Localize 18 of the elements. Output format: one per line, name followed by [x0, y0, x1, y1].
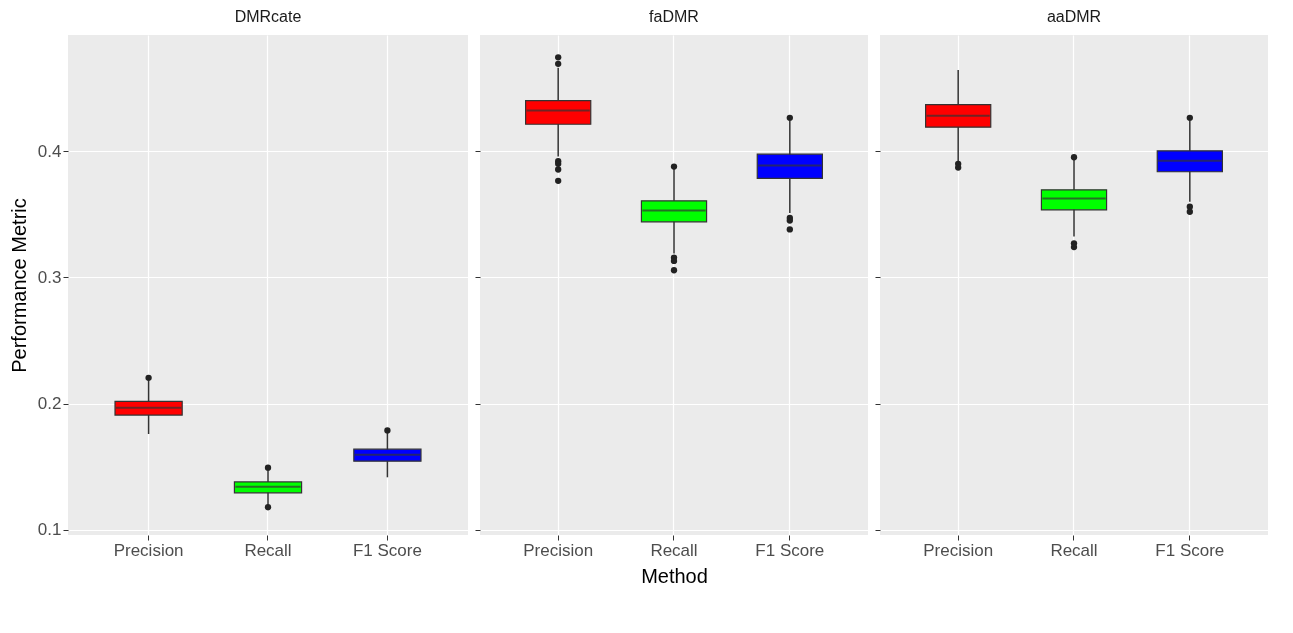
- x-axis-title: Method: [641, 564, 708, 587]
- chart-title: faDMR: [649, 8, 699, 25]
- y-axis-title: Performance Metric: [7, 198, 30, 373]
- x-tick-label: Precision: [923, 540, 994, 560]
- x-tick-label: Precision: [523, 540, 594, 560]
- x-tick-label: F1 Score: [1155, 540, 1225, 560]
- y-tick-label: 0.2: [37, 394, 62, 414]
- x-tick-label: F1 Score: [755, 540, 825, 560]
- x-tick-label: F1 Score: [352, 540, 422, 560]
- x-tick-label: Precision: [113, 540, 184, 560]
- chart-title: DMRcate: [234, 8, 302, 25]
- y-tick-label: 0.1: [37, 520, 62, 540]
- y-tick-label: 0.3: [37, 267, 62, 287]
- y-tick-label: 0.4: [37, 141, 62, 161]
- x-tick-label: Recall: [1050, 540, 1098, 560]
- x-tick-label: Recall: [650, 540, 698, 560]
- chart-title: aaDMR: [1046, 8, 1102, 25]
- x-tick-label: Recall: [244, 540, 292, 560]
